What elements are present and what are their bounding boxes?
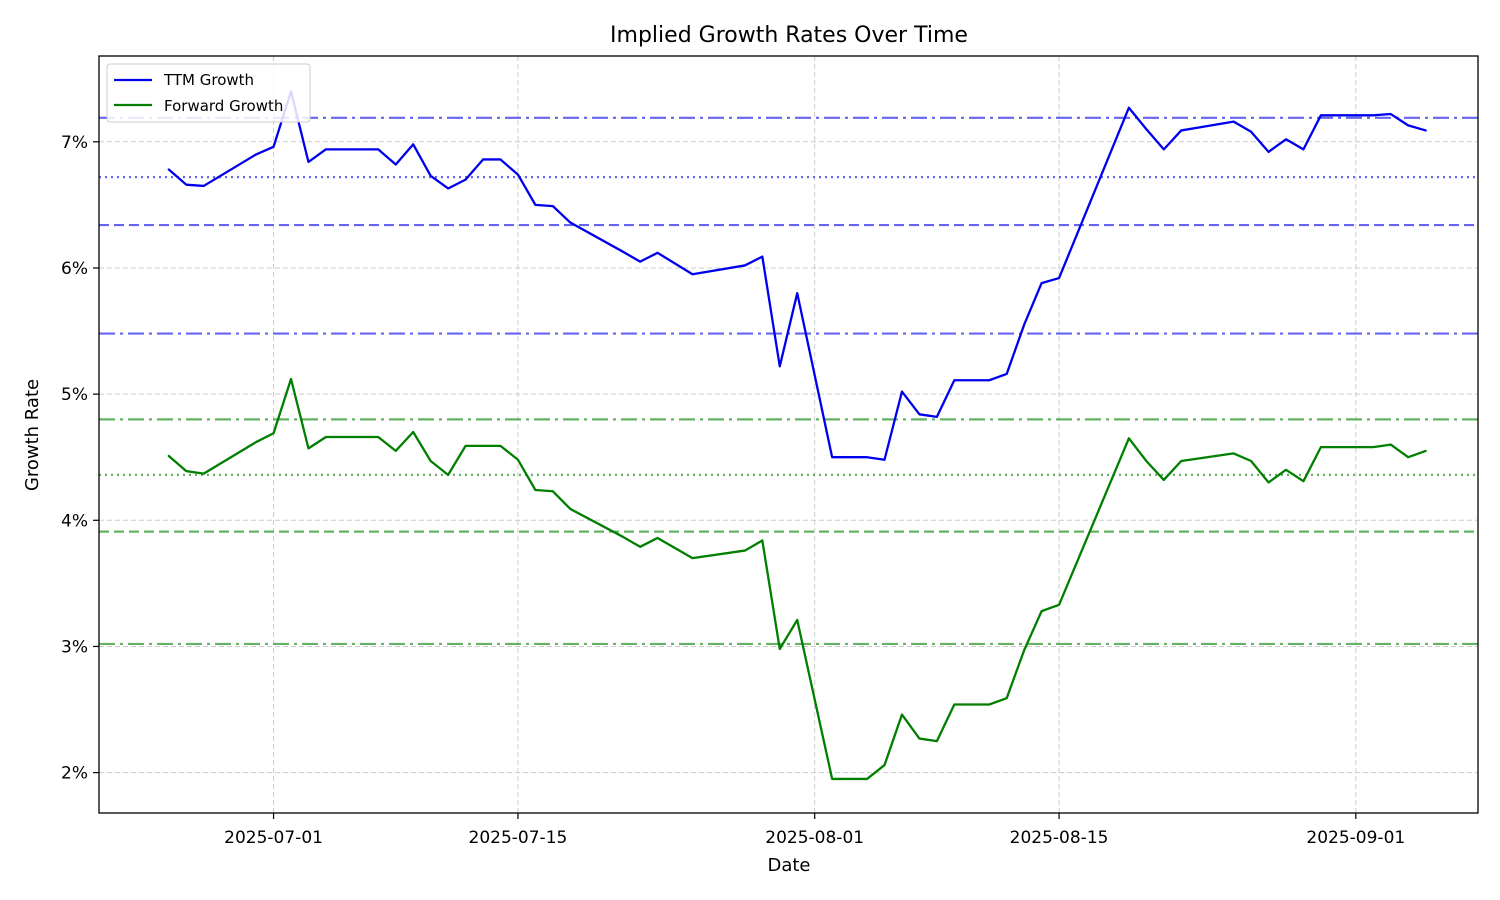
y-axis-label: Growth Rate [22,379,43,491]
legend-box [106,63,311,123]
plot-area [98,55,1479,814]
y-tick-label: 4% [61,511,88,531]
y-tick-label: 2% [61,764,88,784]
legend-label-forward: Forward Growth [164,97,283,115]
x-axis-ticks: 2025-07-01 2025-07-15 2025-08-01 2025-08-15… [224,813,1405,848]
legend-label-ttm: TTM Growth [163,71,254,89]
y-tick-label: 7% [61,133,88,153]
series-line-ttm-growth [167,90,1427,461]
legend: TTM Growth Forward Growth [106,63,311,123]
y-tick-label: 6% [61,259,88,279]
x-tick-label: 2025-08-01 [765,828,864,848]
x-tick-label: 2025-08-15 [1010,828,1109,848]
series-lines [167,90,1427,781]
y-axis-ticks: 2% 3% 4% 5% 6% 7% [61,133,99,784]
x-axis-label: Date [767,855,810,876]
plot-frame [98,55,1479,814]
y-tick-label: 3% [61,637,88,657]
x-tick-label: 2025-09-01 [1306,828,1405,848]
y-tick-label: 5% [61,385,88,405]
x-tick-label: 2025-07-01 [224,828,323,848]
series-line-forward-growth [167,377,1427,781]
x-tick-label: 2025-07-15 [469,828,568,848]
chart-title: Implied Growth Rates Over Time [610,23,968,48]
